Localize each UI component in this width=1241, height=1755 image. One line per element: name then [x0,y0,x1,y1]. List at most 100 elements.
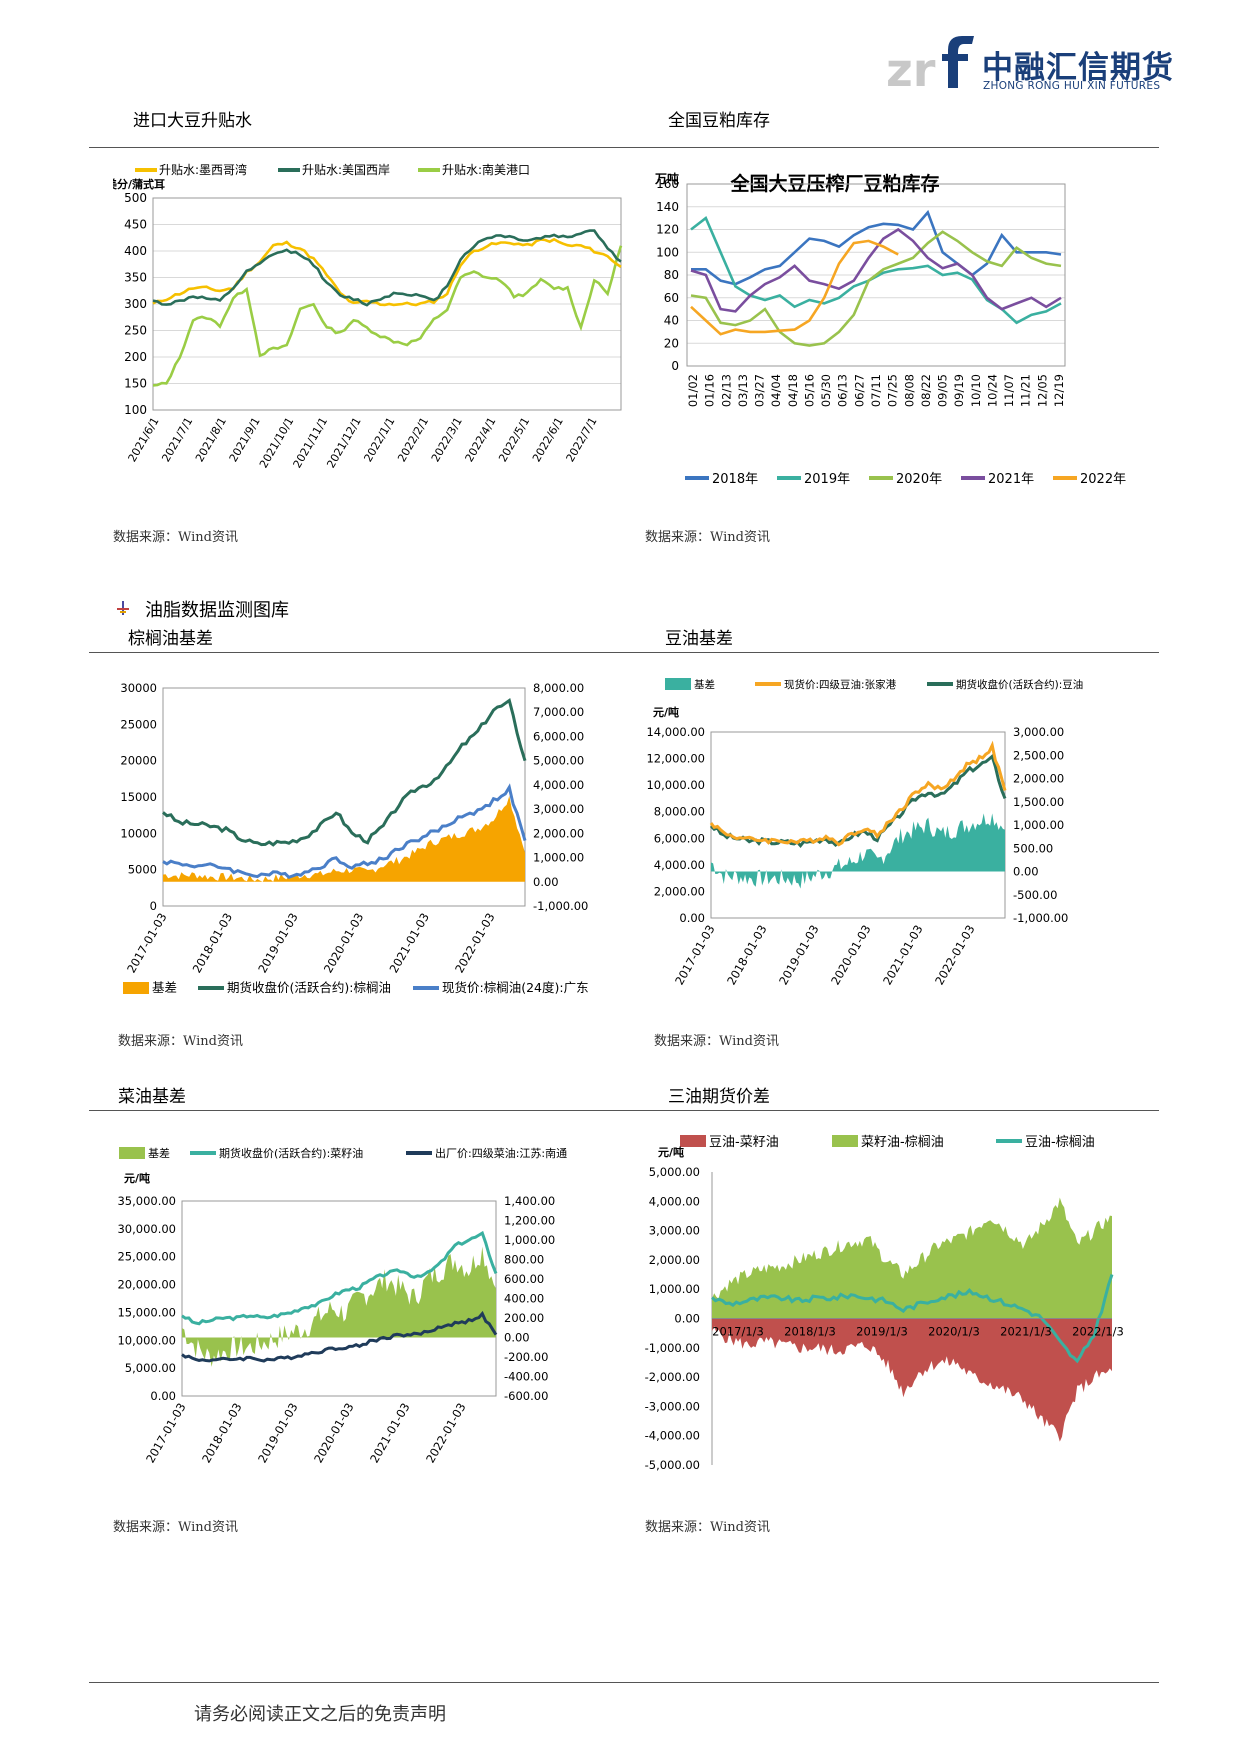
x-tick-label: 2018/1/3 [784,1325,836,1339]
series-line [162,783,527,880]
legend-label: 出厂价:四级菜油:江苏:南通 [435,1146,567,1160]
series-line [691,209,1062,286]
y-tick-label: 15,000.00 [117,1305,176,1319]
x-tick-label: 07/11 [869,374,883,407]
y-tick-label-right: 0.00 [1013,865,1039,879]
x-tick-label: 2021/8/1 [193,415,229,464]
y-tick-label-right: 0.00 [533,875,559,889]
y-tick-label-right: -400.00 [504,1370,548,1384]
y-tick-label: 6,000.00 [654,831,705,845]
y-tick-label-right: 200.00 [504,1311,544,1325]
section-heading-oil: 油脂数据监测图库 [145,600,289,621]
logo-text-cn: 中融汇信期货 [982,50,1174,86]
x-tick-label: 07/25 [886,374,900,407]
x-tick-label: 2020-01-03 [321,911,367,976]
y-tick-label: 35,000.00 [117,1194,176,1208]
legend-label: 2022年 [1080,472,1126,487]
y-tick-label: 14,000.00 [646,725,705,739]
x-tick-label: 2021/11/1 [291,415,330,470]
spread-area [712,1197,1112,1319]
y-tick-label: 20000 [120,754,157,768]
x-tick-label: 03/13 [736,374,750,407]
legend-label: 期货收盘价(活跃合约):豆油 [956,678,1083,691]
legend-label: 2021年 [988,472,1034,487]
x-tick-label: 2022/5/1 [496,415,532,464]
x-tick-label: 06/27 [852,374,866,407]
series-line [181,1310,498,1363]
y-tick-label-right: -200.00 [504,1350,548,1364]
x-tick-label: 08/22 [919,374,933,407]
y-tick-label-right: 400.00 [504,1292,544,1306]
legend-label: 升贴水:墨西哥湾 [159,162,247,177]
x-tick-label: 2017-01-03 [143,1401,189,1466]
x-tick-label: 2021/10/1 [257,415,296,470]
y-tick-label: 350 [124,271,147,285]
section-rule [89,1110,1159,1111]
legend-swatch [832,1135,858,1147]
y-tick-label: 450 [124,218,147,232]
series-line [709,740,1007,847]
x-tick-label: 2020-01-03 [828,923,874,988]
source-note: 数据来源：Wind资讯 [645,1520,770,1535]
legend-label: 期货收盘价(活跃合约):菜籽油 [219,1146,363,1160]
y-tick-label-right: -500.00 [1013,888,1057,902]
y-axis-label: 万吨 [654,171,679,186]
legend-label: 豆油-棕榈油 [1025,1135,1095,1150]
footer-rule [89,1682,1159,1683]
section-title-soyoil-basis: 豆油基差 [665,629,733,649]
source-note: 数据来源：Wind资讯 [654,1034,779,1049]
y-tick-label: 0 [671,359,679,373]
legend-label: 豆油-菜籽油 [709,1135,779,1150]
y-tick-label-right: 1,500.00 [1013,795,1064,809]
x-tick-label: 2022-01-03 [423,1401,469,1466]
logo-mark: zr [886,36,974,92]
x-tick-label: 2019-01-03 [255,1401,301,1466]
x-tick-label: 05/30 [819,374,833,407]
y-tick-label: 1,000.00 [649,1282,700,1296]
svg-text:zr: zr [886,43,936,92]
y-tick-label-right: 800.00 [504,1253,544,1267]
y-tick-label: 10,000.00 [117,1333,176,1347]
x-tick-label: 2021/7/1 [159,415,195,464]
y-tick-label: 5,000.00 [649,1165,700,1179]
y-tick-label: 100 [124,403,147,417]
y-tick-label-right: 6,000.00 [533,729,584,743]
source-note: 数据来源：Wind资讯 [113,1520,238,1535]
x-tick-label: 2022/2/1 [395,415,431,464]
legend-label: 基差 [148,1146,170,1160]
x-tick-label: 09/05 [936,374,950,407]
company-logo: zr 中融汇信期货 ZHONG RONG HUI XIN FUTURES [886,30,1226,100]
y-tick-label-right: 7,000.00 [533,705,584,719]
x-tick-label: 04/18 [786,374,800,407]
x-tick-label: 2021/1/3 [1000,1325,1052,1339]
legend-swatch [680,1135,706,1147]
y-tick-label-right: 1,400.00 [504,1194,555,1208]
legend-swatch [665,678,691,690]
x-tick-label: 2022/1/3 [1072,1325,1124,1339]
series-line [690,239,899,336]
x-tick-label: 04/04 [769,374,783,407]
y-tick-label-right: 1,000.00 [1013,818,1064,832]
x-tick-label: 2022/4/1 [463,415,499,464]
y-tick-label: 30,000.00 [117,1222,176,1236]
y-tick-label: 5000 [128,863,157,877]
y-tick-label: 8,000.00 [654,805,705,819]
y-tick-label-right: 4,000.00 [533,778,584,792]
series-line [711,1274,1114,1364]
y-tick-label: 60 [664,291,679,305]
section-title-soymeal-stock: 全国豆粕库存 [668,111,770,131]
x-tick-label: 05/16 [802,374,816,407]
x-tick-label: 2018-01-03 [199,1401,245,1466]
y-tick-label-right: 0.00 [504,1331,530,1345]
x-tick-label: 01/16 [703,374,717,407]
y-tick-label: 30000 [120,681,157,695]
x-tick-label: 2021/12/1 [324,415,363,470]
legend-swatch [123,982,149,994]
series-line [162,698,527,847]
basis-area [711,813,1005,889]
footer-disclaimer: 请务必阅读正文之后的免责声明 [194,1704,446,1725]
legend-label: 升贴水:南美港口 [442,162,530,177]
chart-palm-basis: 30000 25000 20000 15000 10000 5000 0 8,000.00 7,… [113,665,633,1010]
y-tick-label-right: 2,000.00 [1013,772,1064,786]
legend-label: 2019年 [804,472,850,487]
